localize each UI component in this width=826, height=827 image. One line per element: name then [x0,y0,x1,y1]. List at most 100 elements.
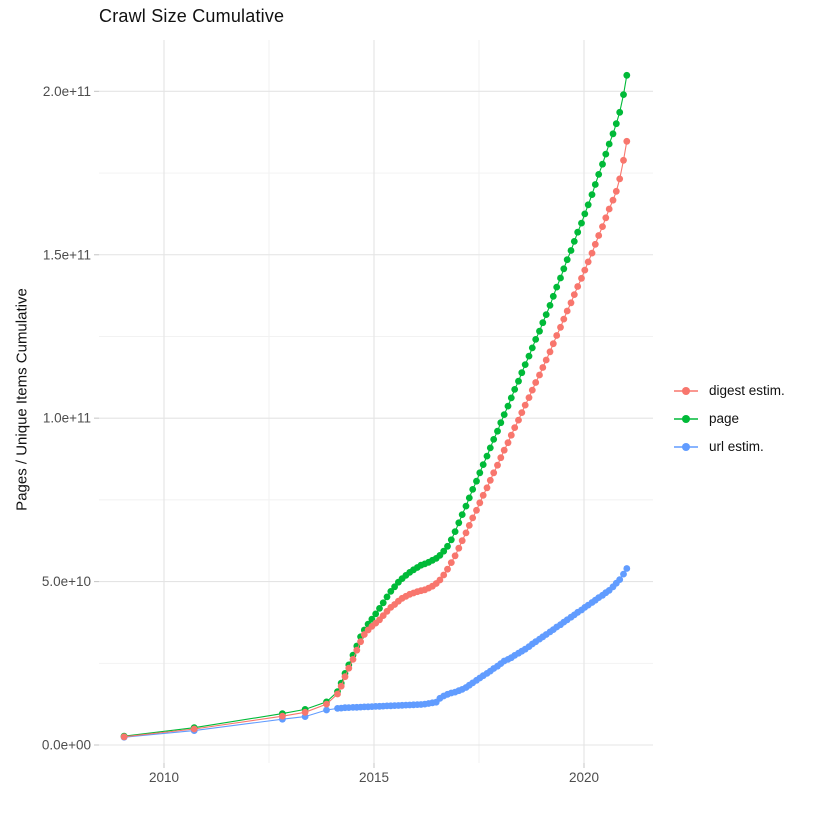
legend-key-icon [674,442,698,451]
legend-item-page: page [672,409,785,428]
data-point-digest-estim [337,682,345,690]
data-point-page [620,91,627,98]
data-point-page [383,593,391,601]
data-point-page [458,511,466,518]
data-point-page [595,171,603,178]
data-point-digest-estim [581,266,589,274]
data-point-digest-estim [515,416,522,424]
data-point-digest-estim [353,646,361,654]
data-point-page [584,201,592,209]
data-point-page [490,436,498,443]
x-axis-tick-label: 2010 [149,770,179,785]
data-point-digest-estim [570,291,578,298]
data-point-digest-estim [567,299,575,307]
data-point-digest-estim [616,175,624,183]
data-point-page [623,71,631,79]
data-point-url-estim [323,706,330,714]
data-point-page [581,210,589,218]
data-point-digest-estim [323,700,330,708]
data-point-page [549,292,557,300]
data-point-digest-estim [490,469,498,477]
data-point-digest-estim [447,559,455,566]
data-point-digest-estim [360,631,368,638]
chart-title: Crawl Size Cumulative [99,6,285,26]
data-point-digest-estim [549,340,557,348]
data-point-page [376,605,383,612]
data-point-page [560,265,568,273]
data-point-page [494,427,501,435]
data-point-page [532,336,540,343]
data-point-digest-estim [504,439,512,447]
data-point-digest-estim [623,137,631,145]
data-point-digest-estim [341,673,349,681]
data-point-page [525,352,533,360]
data-point-digest-estim [483,484,491,492]
data-point-url-estim [616,576,624,583]
x-axis-tick-labels: 2010 2015 2020 [149,770,599,785]
data-point-digest-estim [553,332,561,339]
data-point-digest-estim [345,664,353,672]
data-point-page [469,486,477,493]
data-point-page [379,599,387,607]
data-point-page [574,228,582,236]
y-axis-title: Pages / Unique Items Cumulative [13,288,31,511]
data-point-page [521,361,529,368]
data-point-page [557,274,564,282]
series-digest-estim [120,137,631,741]
data-point-page [511,386,519,393]
data-point-page [462,502,470,510]
data-point-digest-estim [591,240,599,248]
data-point-digest-estim [605,205,613,213]
data-point-page [605,140,613,148]
data-point-digest-estim [557,323,564,331]
data-point-digest-estim [301,708,309,716]
grid-minor [99,40,653,763]
data-point-page [616,108,624,116]
data-point-page [451,528,459,535]
data-point-page [567,247,575,254]
data-point-digest-estim [190,725,198,733]
data-point-digest-estim [458,537,466,545]
data-point-digest-estim [473,506,480,514]
data-point-digest-estim [500,446,508,454]
data-point-digest-estim [334,690,341,698]
y-axis-tick-label: 0.0e+00 [42,738,91,753]
data-point-digest-estim [451,552,459,560]
legend: digest estim. page url estim. [672,381,785,456]
x-axis-tick-label: 2015 [359,770,389,785]
legend-item-url-estim: url estim. [672,437,785,456]
data-point-page [599,160,606,168]
data-point-page [507,394,515,402]
data-point-digest-estim [349,656,357,663]
data-point-digest-estim [465,522,473,529]
data-point-digest-estim [539,364,547,371]
data-point-page [609,130,617,138]
data-point-digest-estim [497,454,505,462]
data-point-digest-estim [279,712,286,720]
data-point-page [440,547,448,555]
data-point-digest-estim [469,514,477,522]
data-point-page [455,519,463,527]
data-point-page [497,419,505,427]
legend-label-digest-estim: digest estim. [709,383,785,398]
data-point-page [486,444,494,452]
data-point-page [518,369,526,377]
data-point-page [563,256,571,264]
data-point-page [570,238,578,245]
legend-label-url-estim: url estim. [709,439,764,454]
data-point-digest-estim [602,214,610,222]
data-point-digest-estim [521,401,529,409]
y-axis-tick-label: 1.0e+11 [43,411,91,426]
data-point-page [539,319,547,327]
y-axis-tick-label: 5.0e+10 [42,574,91,589]
data-point-digest-estim [525,394,533,401]
data-point-url-estim [623,565,631,572]
data-point-digest-estim [455,544,463,552]
data-point-page [612,120,620,128]
data-point-digest-estim [357,638,364,646]
data-point-page [483,452,491,460]
data-point-digest-estim [476,499,484,507]
series-url-estim [120,565,631,741]
